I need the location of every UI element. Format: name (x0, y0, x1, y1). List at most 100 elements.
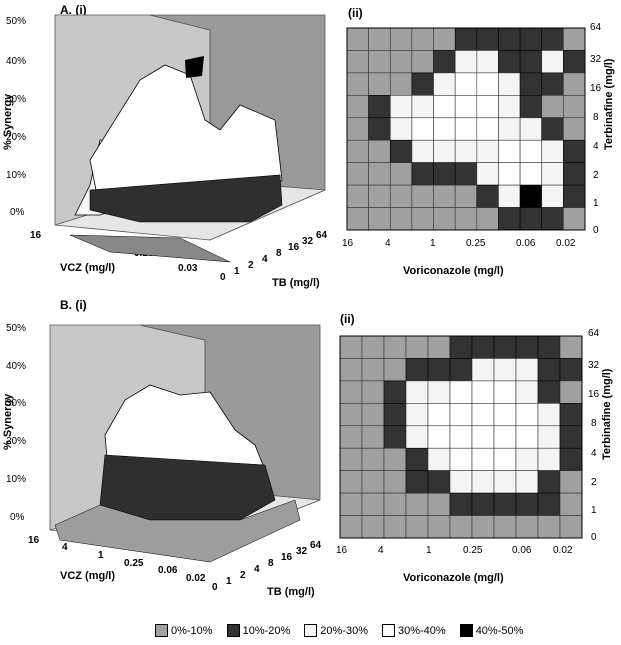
heat-cell (563, 162, 586, 186)
z-tick: 10% (6, 474, 27, 485)
vcz-tick: 0.06 (158, 565, 178, 576)
heat-cell (541, 50, 564, 74)
heat-cell (427, 492, 451, 516)
vcz-tick: 4 (62, 542, 68, 553)
heat-cell (537, 470, 561, 494)
heat-cell (411, 139, 434, 163)
heat-cell (339, 492, 363, 516)
tb-tick: 4 (262, 254, 268, 265)
tb-tick: 1 (234, 266, 240, 277)
tb-tick: 1 (226, 576, 232, 587)
heat-cell (433, 184, 456, 208)
panel-a-xlabel: Voriconazole (mg/l) (403, 265, 504, 277)
x-tick: 0.06 (512, 545, 532, 556)
y-tick: 0 (593, 225, 599, 236)
y-tick: 64 (588, 328, 600, 339)
vcz-tick: 1 (98, 550, 104, 561)
heat-frame (346, 27, 586, 231)
panel-a-contour-map (346, 27, 586, 231)
heat-cell (449, 515, 473, 539)
heat-cell (383, 515, 407, 539)
heat-cell (493, 380, 517, 404)
y-tick: 64 (590, 22, 602, 33)
heat-cell (346, 184, 369, 208)
legend-label: 0%-10% (171, 624, 213, 637)
surface-dark-band (89, 174, 283, 223)
heat-cell (471, 403, 495, 427)
legend-item: 0%-10% (155, 624, 213, 637)
panel-b-vcz-label: VCZ (mg/l) (60, 570, 115, 582)
heat-cell (563, 207, 586, 231)
heat-cell (563, 50, 586, 74)
panel-b-tb-label: TB (mg/l) (267, 586, 315, 598)
heat-cell (433, 72, 456, 96)
heat-cell (383, 470, 407, 494)
heat-cell (361, 515, 385, 539)
heat-cell (498, 27, 521, 51)
z-tick: 30% (6, 398, 27, 409)
legend-label: 30%-40% (397, 624, 446, 637)
heat-cell (498, 184, 521, 208)
heat-cell (427, 515, 451, 539)
heat-cell (433, 50, 456, 74)
heat-cell (498, 139, 521, 163)
heat-cell (493, 515, 517, 539)
heat-cell (383, 425, 407, 449)
panel-b-label: B. (i) (60, 298, 87, 312)
heat-cell (559, 335, 583, 359)
heat-cell (346, 117, 369, 141)
y-tick: 8 (591, 418, 597, 429)
heat-cell (346, 95, 369, 119)
heat-cell (411, 27, 434, 51)
heat-cell (389, 207, 413, 231)
heat-cell (563, 27, 586, 51)
heat-cell (383, 335, 407, 359)
heat-cell (476, 162, 499, 186)
heat-cell (476, 95, 499, 119)
heat-cell (519, 50, 543, 74)
heat-cell (405, 515, 429, 539)
heat-cell (361, 492, 385, 516)
heat-cell (427, 335, 451, 359)
heat-cell (563, 184, 586, 208)
heat-cell (563, 117, 586, 141)
legend-swatch (226, 624, 240, 637)
heat-cell (368, 139, 391, 163)
heat-cell (471, 515, 495, 539)
y-tick: 32 (590, 54, 602, 65)
heat-cell (537, 447, 561, 471)
heat-cell (433, 207, 456, 231)
heat-cell (454, 207, 478, 231)
heat-cell (541, 117, 564, 141)
x-tick: 16 (336, 545, 348, 556)
heat-cell (476, 50, 499, 74)
heat-cell (519, 184, 543, 208)
heat-cell (537, 335, 561, 359)
y-tick: 4 (593, 141, 599, 152)
heat-cell (471, 425, 495, 449)
heat-cell (449, 358, 473, 382)
heat-cell (339, 380, 363, 404)
heat-cell (389, 27, 413, 51)
heat-cell (411, 95, 434, 119)
panel-b-contour-map (339, 335, 583, 539)
legend-swatch (304, 624, 318, 637)
heat-cell (493, 335, 517, 359)
heat-cell (449, 492, 473, 516)
heat-cell (383, 380, 407, 404)
heat-cell (405, 380, 429, 404)
heat-cell (368, 162, 391, 186)
heat-cell (519, 27, 543, 51)
heat-cell (361, 470, 385, 494)
x-tick: 0.25 (466, 238, 486, 249)
heat-cell (433, 117, 456, 141)
heat-cell (559, 447, 583, 471)
panel-b-contour-label: (ii) (340, 312, 355, 326)
heat-cell (411, 50, 434, 74)
panel-a-contour-label: (ii) (348, 6, 363, 20)
heat-cell (361, 403, 385, 427)
heat-cell (541, 72, 564, 96)
vcz-tick: 16 (30, 230, 42, 241)
heat-cell (537, 358, 561, 382)
heat-cell (493, 403, 517, 427)
